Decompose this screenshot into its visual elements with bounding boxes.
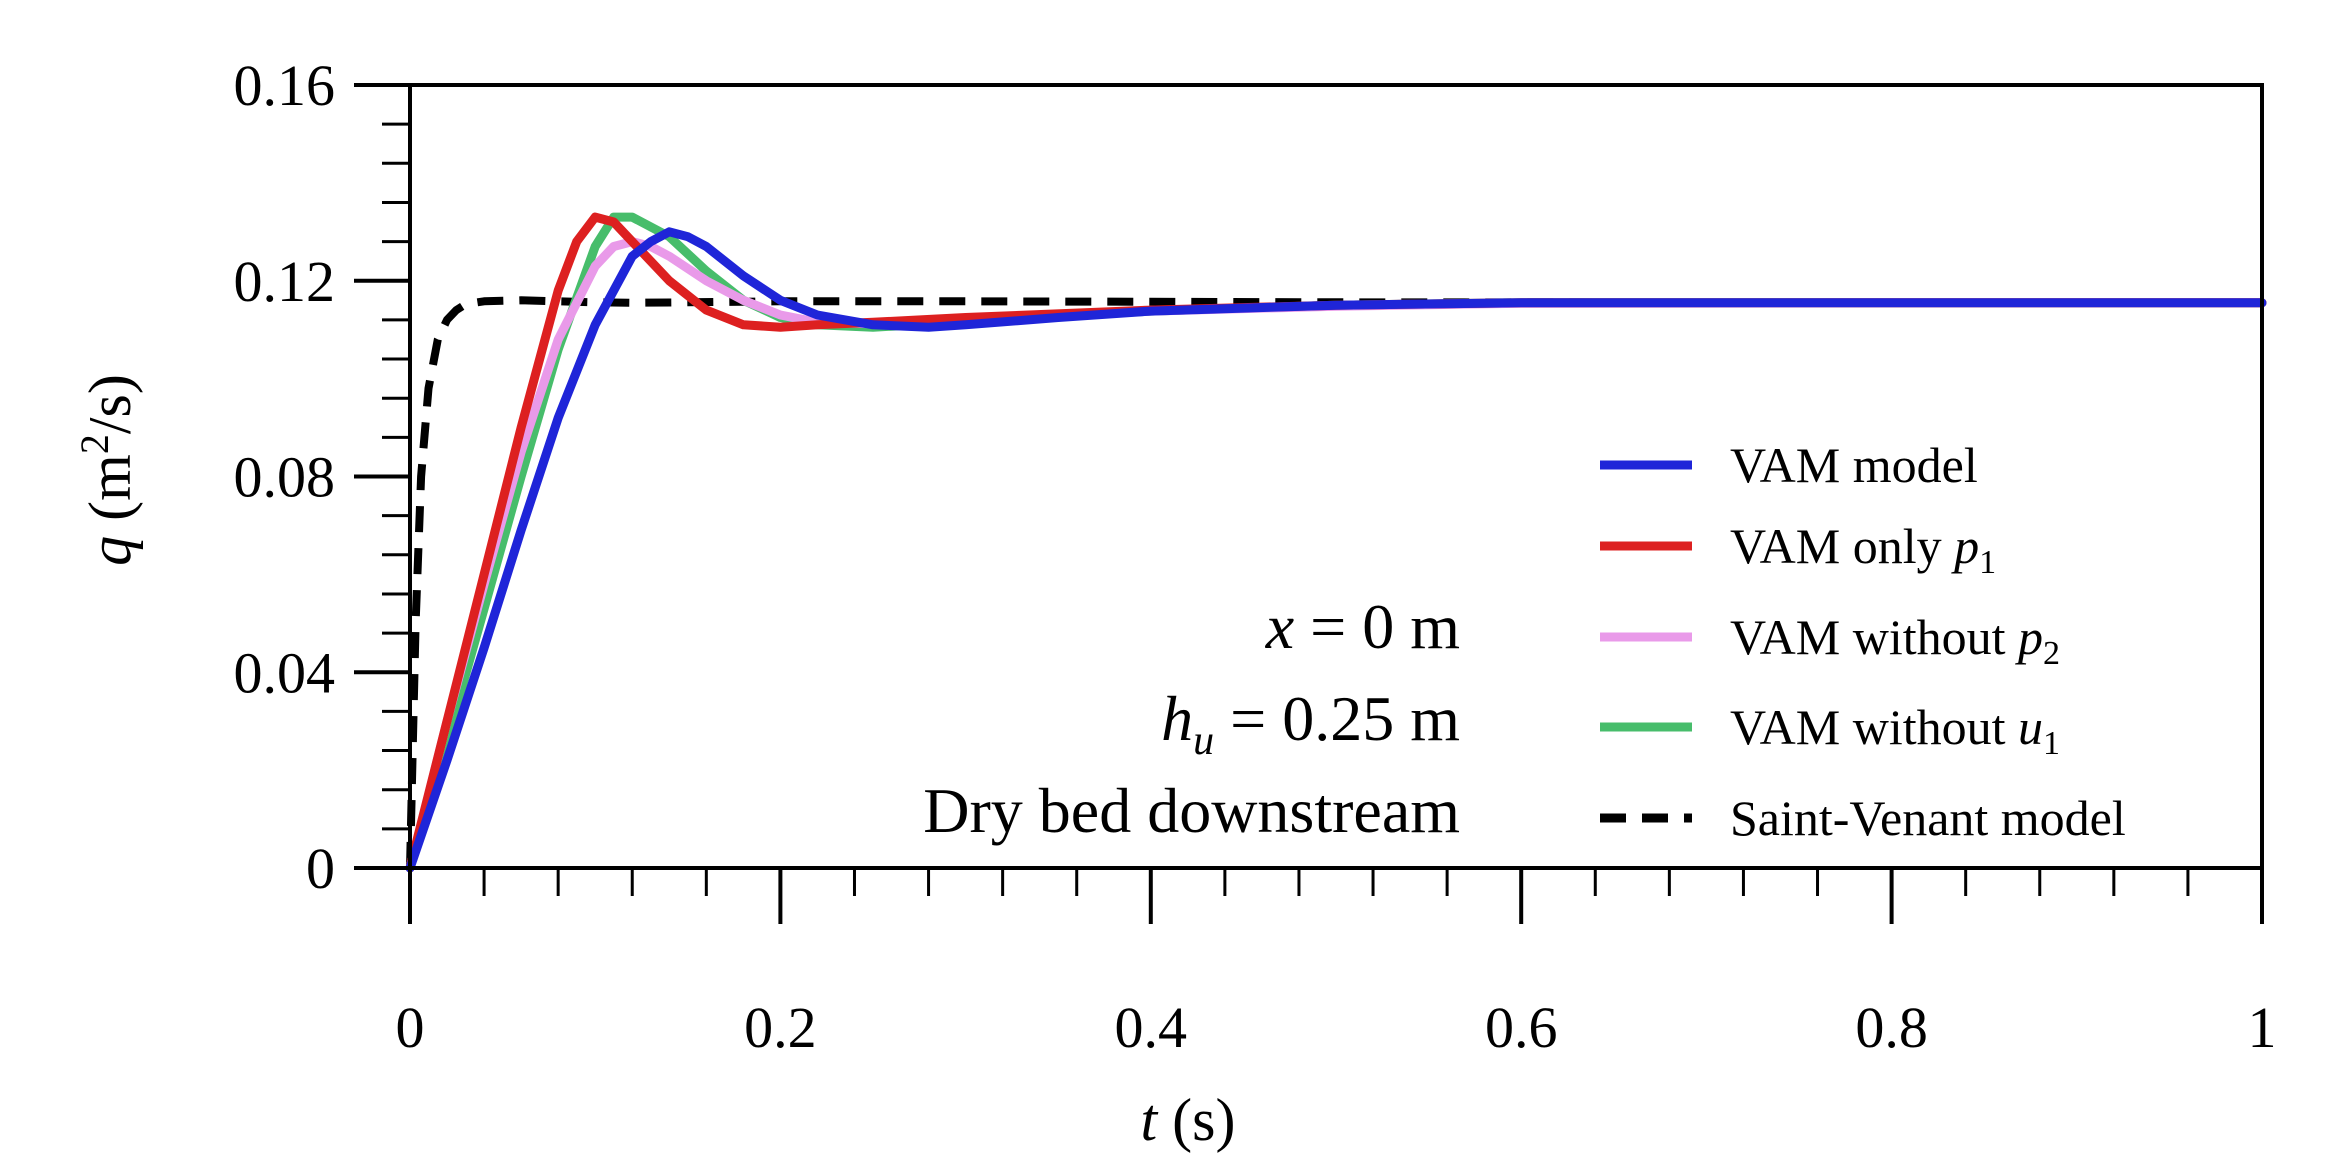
annotation-block: x = 0 m hu = 0.25 m Dry bed downstream [923, 591, 1460, 846]
legend-label-vam-model: VAM model [1730, 437, 1978, 493]
x-tick-label: 0.6 [1485, 995, 1558, 1060]
x-tick-label: 0.8 [1855, 995, 1928, 1060]
series-layer [405, 212, 2267, 873]
y-axis-label: q (m2/s) [72, 374, 143, 566]
x-tick-label: 0.4 [1115, 995, 1188, 1060]
y-tick-label: 0 [306, 836, 335, 901]
y-tick-label: 0.04 [234, 640, 336, 705]
y-tick-label: 0.16 [234, 53, 336, 118]
annotation-depth: hu = 0.25 m [1161, 683, 1460, 764]
legend-label-saint-venant: Saint-Venant model [1730, 790, 2126, 846]
series-line-saint-venant-model [406, 296, 2263, 869]
y-tick-label: 0.12 [234, 249, 336, 314]
legend-label-vam-without-p2: VAM without p2 [1730, 609, 2060, 672]
series-line-vam-model [405, 227, 2267, 873]
y-tick-label: 0.08 [234, 445, 336, 510]
legend: VAM model VAM only p1 VAM without p2 VAM… [1600, 437, 2126, 846]
labels-layer: 0 0.2 0.4 0.6 0.8 1 0 0.04 0.08 0.12 0.16 [234, 53, 2277, 1060]
x-tick-label: 1 [2248, 995, 2277, 1060]
annotation-bed: Dry bed downstream [923, 775, 1460, 846]
legend-label-vam-only-p1: VAM only p1 [1730, 518, 1996, 581]
legend-label-vam-without-u1: VAM without u1 [1730, 699, 2060, 762]
x-axis-label: t (s) [1141, 1087, 1236, 1153]
annotation-location: x = 0 m [1265, 591, 1460, 662]
x-tick-label: 0.2 [744, 995, 817, 1060]
ticks-layer [354, 83, 2264, 924]
x-tick-label: 0 [396, 995, 425, 1060]
